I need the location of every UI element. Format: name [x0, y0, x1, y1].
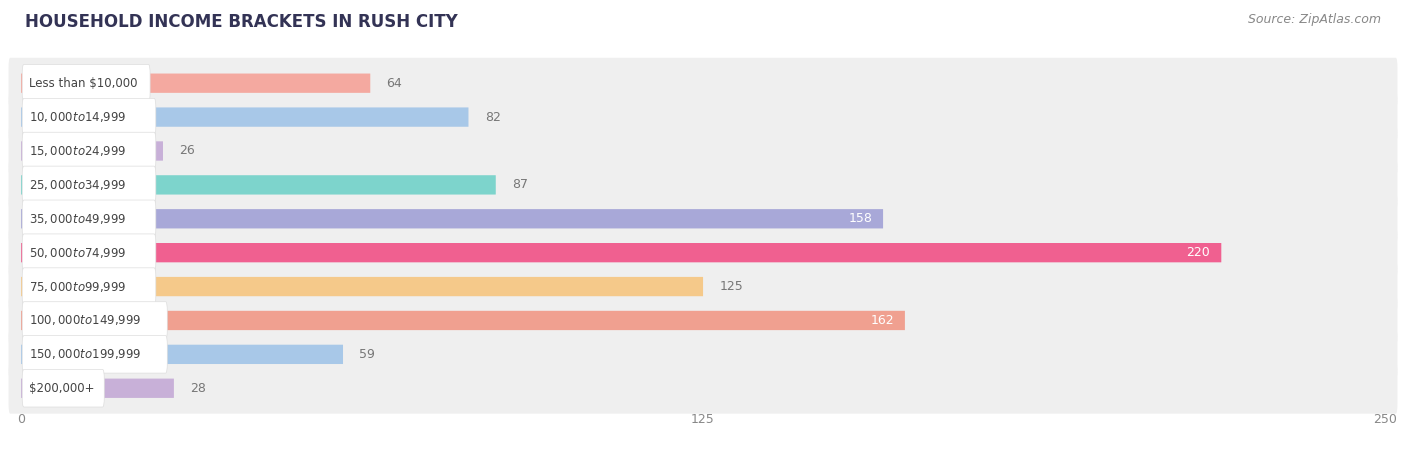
Text: 125: 125: [720, 280, 744, 293]
Text: 158: 158: [848, 212, 872, 225]
Text: 59: 59: [360, 348, 375, 361]
Text: 220: 220: [1187, 246, 1211, 259]
Text: Less than $10,000: Less than $10,000: [30, 77, 138, 90]
Text: $150,000 to $199,999: $150,000 to $199,999: [30, 348, 142, 361]
FancyBboxPatch shape: [22, 370, 104, 407]
FancyBboxPatch shape: [21, 277, 703, 296]
Text: 162: 162: [870, 314, 894, 327]
FancyBboxPatch shape: [8, 261, 1398, 312]
Text: $100,000 to $149,999: $100,000 to $149,999: [30, 313, 142, 327]
FancyBboxPatch shape: [8, 58, 1398, 109]
FancyBboxPatch shape: [22, 166, 156, 204]
FancyBboxPatch shape: [22, 132, 156, 170]
Text: $10,000 to $14,999: $10,000 to $14,999: [30, 110, 127, 124]
Text: $75,000 to $99,999: $75,000 to $99,999: [30, 280, 127, 294]
FancyBboxPatch shape: [8, 363, 1398, 414]
Text: $25,000 to $34,999: $25,000 to $34,999: [30, 178, 127, 192]
FancyBboxPatch shape: [22, 65, 150, 102]
FancyBboxPatch shape: [22, 98, 156, 136]
FancyBboxPatch shape: [22, 200, 156, 238]
Text: $50,000 to $74,999: $50,000 to $74,999: [30, 246, 127, 260]
FancyBboxPatch shape: [8, 227, 1398, 278]
FancyBboxPatch shape: [8, 126, 1398, 176]
FancyBboxPatch shape: [8, 194, 1398, 244]
FancyBboxPatch shape: [21, 107, 468, 127]
Text: $200,000+: $200,000+: [30, 382, 94, 395]
Text: $35,000 to $49,999: $35,000 to $49,999: [30, 212, 127, 226]
Text: Source: ZipAtlas.com: Source: ZipAtlas.com: [1247, 13, 1381, 26]
FancyBboxPatch shape: [8, 295, 1398, 346]
FancyBboxPatch shape: [21, 209, 883, 229]
Text: 28: 28: [190, 382, 207, 395]
FancyBboxPatch shape: [8, 92, 1398, 142]
Text: 87: 87: [512, 178, 529, 191]
Text: $15,000 to $24,999: $15,000 to $24,999: [30, 144, 127, 158]
FancyBboxPatch shape: [21, 141, 163, 161]
Text: 82: 82: [485, 110, 501, 123]
FancyBboxPatch shape: [21, 175, 496, 194]
FancyBboxPatch shape: [21, 379, 174, 398]
FancyBboxPatch shape: [22, 268, 156, 305]
FancyBboxPatch shape: [21, 74, 370, 93]
FancyBboxPatch shape: [21, 311, 905, 330]
FancyBboxPatch shape: [22, 234, 156, 271]
FancyBboxPatch shape: [21, 243, 1222, 262]
Text: 64: 64: [387, 77, 402, 90]
FancyBboxPatch shape: [8, 159, 1398, 210]
FancyBboxPatch shape: [22, 302, 167, 339]
Text: HOUSEHOLD INCOME BRACKETS IN RUSH CITY: HOUSEHOLD INCOME BRACKETS IN RUSH CITY: [25, 13, 458, 31]
Text: 26: 26: [180, 145, 195, 158]
FancyBboxPatch shape: [22, 335, 167, 373]
FancyBboxPatch shape: [8, 329, 1398, 380]
FancyBboxPatch shape: [21, 345, 343, 364]
